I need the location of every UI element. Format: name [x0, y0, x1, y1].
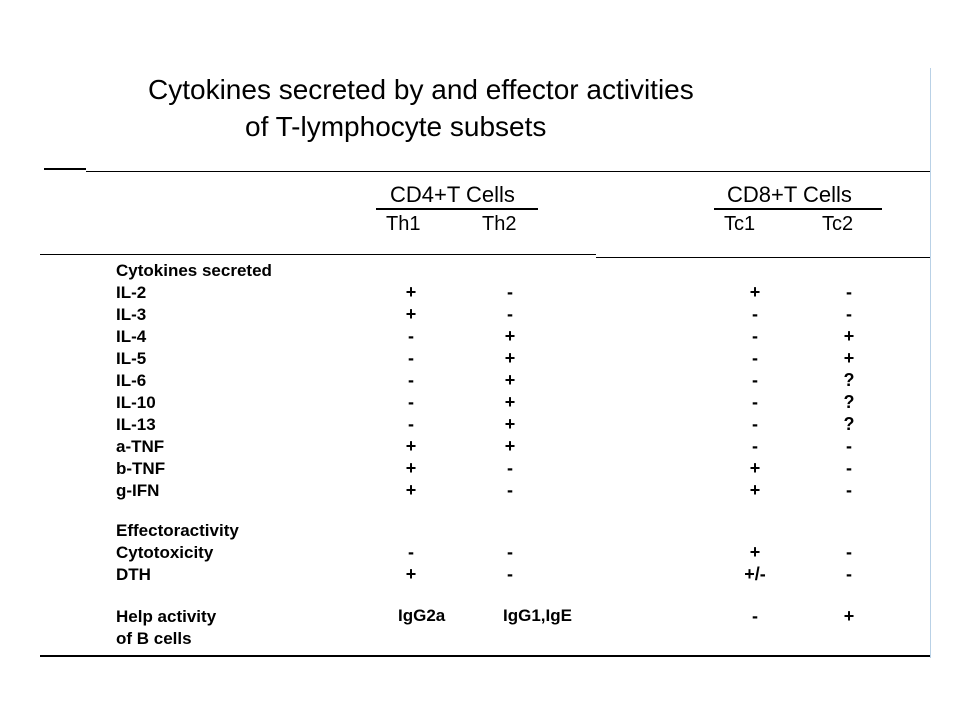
cell-tc2: -	[846, 282, 852, 302]
row-label: IL-13	[116, 415, 156, 434]
help-th2: IgG1,IgE	[503, 606, 572, 625]
cell-th1: -	[408, 370, 414, 390]
cell-th2: -	[507, 542, 513, 562]
top-rule-main	[86, 171, 930, 172]
cell-th1: +	[405, 480, 417, 500]
cell-tc2: ?	[843, 392, 855, 412]
column-header-th1: Th1	[386, 213, 421, 235]
header-rule-right	[596, 257, 930, 258]
cell-th2: -	[507, 458, 513, 478]
help-label-line-1: Help activity	[116, 607, 217, 626]
row-label: g-IFN	[116, 481, 160, 500]
cd4-underline	[376, 208, 538, 210]
section-cytokines-label: Cytokines secreted	[116, 261, 272, 280]
cell-tc1: -	[752, 370, 758, 390]
cell-tc2: +	[843, 326, 855, 346]
cell-tc1: +	[749, 480, 761, 500]
help-label-line-2: of B cells	[116, 629, 192, 648]
cell-tc2: -	[846, 436, 852, 456]
section-effector-label: Effectoractivity	[116, 521, 239, 540]
row-label: a-TNF	[116, 437, 165, 456]
cell-th2: -	[507, 304, 513, 324]
cell-tc1: +	[749, 282, 761, 302]
group-header-cd4: CD4+T Cells	[390, 182, 515, 207]
cell-th1: +	[405, 436, 417, 456]
help-tc1: -	[752, 606, 758, 626]
cd8-underline	[714, 208, 882, 210]
cell-tc2: -	[846, 564, 852, 584]
cell-tc2: +	[843, 348, 855, 368]
cell-th1: -	[408, 392, 414, 412]
row-label: IL-4	[116, 327, 147, 346]
help-th1: IgG2a	[398, 606, 446, 625]
cell-tc2: -	[846, 480, 852, 500]
cell-th2: -	[507, 564, 513, 584]
cell-tc1: +	[749, 542, 761, 562]
top-rule-left	[44, 168, 86, 170]
cell-tc2: -	[846, 304, 852, 324]
cell-tc2: -	[846, 542, 852, 562]
cell-tc2: ?	[843, 414, 855, 434]
cell-tc1: -	[752, 348, 758, 368]
cell-th2: +	[504, 370, 516, 390]
cell-tc1: -	[752, 414, 758, 434]
cell-th1: +	[405, 458, 417, 478]
cell-tc1: +/-	[744, 564, 766, 584]
cell-th2: -	[507, 282, 513, 302]
row-label: IL-10	[116, 393, 156, 412]
column-header-th2: Th2	[482, 213, 517, 235]
row-label: b-TNF	[116, 459, 166, 478]
cell-th1: -	[408, 414, 414, 434]
bottom-rule	[40, 655, 930, 657]
cell-th2: +	[504, 436, 516, 456]
cell-tc2: ?	[843, 370, 855, 390]
cell-th1: +	[405, 282, 417, 302]
row-label: DTH	[116, 565, 151, 584]
group-header-cd8: CD8+T Cells	[727, 182, 852, 207]
cell-tc1: -	[752, 392, 758, 412]
header-rule-left	[40, 254, 596, 255]
row-label: IL-6	[116, 371, 147, 390]
cell-tc1: -	[752, 304, 758, 324]
cell-tc1: -	[752, 436, 758, 456]
cell-th2: -	[507, 480, 513, 500]
cell-th1: -	[408, 542, 414, 562]
title-line-1: Cytokines secreted by and effector activ…	[148, 74, 694, 105]
row-label: IL-3	[116, 305, 147, 324]
column-header-tc2: Tc2	[822, 213, 854, 235]
right-border-line	[930, 68, 931, 658]
cell-th2: +	[504, 326, 516, 346]
row-label: IL-5	[116, 349, 147, 368]
cell-tc2: -	[846, 458, 852, 478]
cell-th2: +	[504, 348, 516, 368]
title-line-2: of T-lymphocyte subsets	[245, 111, 547, 142]
cell-tc1: -	[752, 326, 758, 346]
cell-th1: +	[405, 564, 417, 584]
cell-th1: +	[405, 304, 417, 324]
help-tc2: +	[843, 606, 855, 626]
cell-th2: +	[504, 414, 516, 434]
row-label: Cytotoxicity	[116, 543, 214, 562]
column-header-tc1: Tc1	[724, 213, 756, 235]
row-label: IL-2	[116, 283, 147, 302]
cell-th2: +	[504, 392, 516, 412]
cell-th1: -	[408, 348, 414, 368]
cell-th1: -	[408, 326, 414, 346]
cell-tc1: +	[749, 458, 761, 478]
